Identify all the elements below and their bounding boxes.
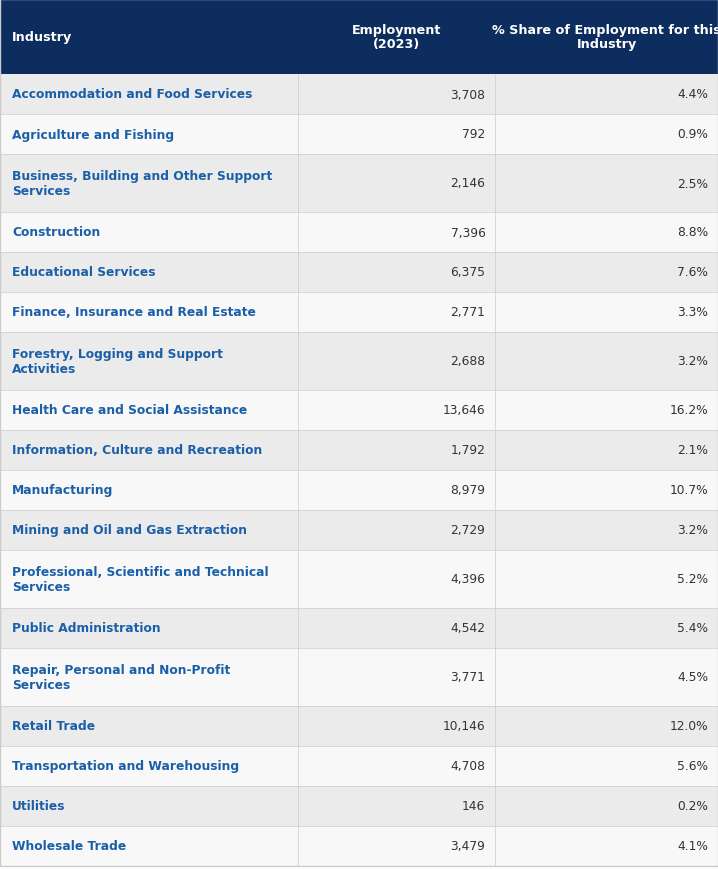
Text: 4,396: 4,396: [451, 573, 485, 586]
Bar: [0, 155, 718, 213]
Text: 4.4%: 4.4%: [677, 89, 708, 102]
Bar: [0, 430, 718, 470]
Text: Transportation and Warehousing: Transportation and Warehousing: [12, 760, 239, 773]
Text: Mining and Oil and Gas Extraction: Mining and Oil and Gas Extraction: [12, 524, 247, 537]
Text: Finance, Insurance and Real Estate: Finance, Insurance and Real Estate: [12, 306, 256, 319]
Text: Repair, Personal and Non-Profit
Services: Repair, Personal and Non-Profit Services: [12, 663, 230, 691]
Text: Health Care and Social Assistance: Health Care and Social Assistance: [12, 404, 247, 417]
Text: 3.3%: 3.3%: [677, 306, 708, 319]
Text: 5.4%: 5.4%: [677, 622, 708, 634]
Text: 2,771: 2,771: [451, 306, 485, 319]
Text: 2,146: 2,146: [451, 177, 485, 190]
Text: 2,688: 2,688: [450, 355, 485, 368]
Bar: [0, 550, 718, 608]
Text: Wholesale Trade: Wholesale Trade: [12, 839, 126, 852]
Text: 10,146: 10,146: [443, 720, 485, 733]
Bar: [0, 648, 718, 706]
Text: 3.2%: 3.2%: [677, 524, 708, 537]
Text: Public Administration: Public Administration: [12, 622, 161, 634]
Text: 10.7%: 10.7%: [669, 484, 708, 497]
Bar: [0, 213, 718, 253]
Text: Industry: Industry: [577, 38, 637, 51]
Text: (2023): (2023): [373, 38, 420, 51]
Bar: [0, 706, 718, 746]
Text: Employment: Employment: [352, 24, 442, 37]
Text: Manufacturing: Manufacturing: [12, 484, 113, 497]
Bar: [0, 0, 718, 75]
Bar: [0, 510, 718, 550]
Text: 3,479: 3,479: [451, 839, 485, 852]
Bar: [0, 333, 718, 390]
Bar: [0, 470, 718, 510]
Text: 16.2%: 16.2%: [669, 404, 708, 417]
Bar: [0, 390, 718, 430]
Text: 5.6%: 5.6%: [677, 760, 708, 773]
Text: 792: 792: [462, 129, 485, 142]
Text: Educational Services: Educational Services: [12, 266, 156, 279]
Bar: [0, 608, 718, 648]
Text: Retail Trade: Retail Trade: [12, 720, 95, 733]
Text: 3,708: 3,708: [450, 89, 485, 102]
Text: Agriculture and Fishing: Agriculture and Fishing: [12, 129, 174, 142]
Text: 4,708: 4,708: [450, 760, 485, 773]
Text: 1,792: 1,792: [451, 444, 485, 457]
Text: Business, Building and Other Support
Services: Business, Building and Other Support Ser…: [12, 169, 272, 198]
Text: 2,729: 2,729: [451, 524, 485, 537]
Text: 5.2%: 5.2%: [677, 573, 708, 586]
Text: % Share of Employment for this: % Share of Employment for this: [493, 24, 718, 37]
Bar: [0, 253, 718, 293]
Text: Utilities: Utilities: [12, 799, 65, 813]
Text: Accommodation and Food Services: Accommodation and Food Services: [12, 89, 252, 102]
Text: 12.0%: 12.0%: [669, 720, 708, 733]
Text: 3,771: 3,771: [451, 671, 485, 684]
Text: Industry: Industry: [12, 31, 73, 44]
Text: Professional, Scientific and Technical
Services: Professional, Scientific and Technical S…: [12, 566, 269, 594]
Bar: [0, 826, 718, 866]
Text: 6,375: 6,375: [450, 266, 485, 279]
Text: 8,979: 8,979: [450, 484, 485, 497]
Text: 4,542: 4,542: [450, 622, 485, 634]
Text: 7.6%: 7.6%: [677, 266, 708, 279]
Text: Information, Culture and Recreation: Information, Culture and Recreation: [12, 444, 262, 457]
Text: 2.5%: 2.5%: [677, 177, 708, 190]
Text: 146: 146: [462, 799, 485, 813]
Text: 8.8%: 8.8%: [677, 226, 708, 239]
Bar: [0, 293, 718, 333]
Text: Construction: Construction: [12, 226, 101, 239]
Text: 7,396: 7,396: [451, 226, 485, 239]
Text: 0.2%: 0.2%: [677, 799, 708, 813]
Text: 4.1%: 4.1%: [677, 839, 708, 852]
Bar: [0, 115, 718, 155]
Text: 3.2%: 3.2%: [677, 355, 708, 368]
Text: 0.9%: 0.9%: [677, 129, 708, 142]
Text: 2.1%: 2.1%: [677, 444, 708, 457]
Bar: [0, 786, 718, 826]
Bar: [0, 746, 718, 786]
Text: 4.5%: 4.5%: [677, 671, 708, 684]
Text: Forestry, Logging and Support
Activities: Forestry, Logging and Support Activities: [12, 348, 223, 375]
Text: 13,646: 13,646: [443, 404, 485, 417]
Bar: [0, 75, 718, 115]
